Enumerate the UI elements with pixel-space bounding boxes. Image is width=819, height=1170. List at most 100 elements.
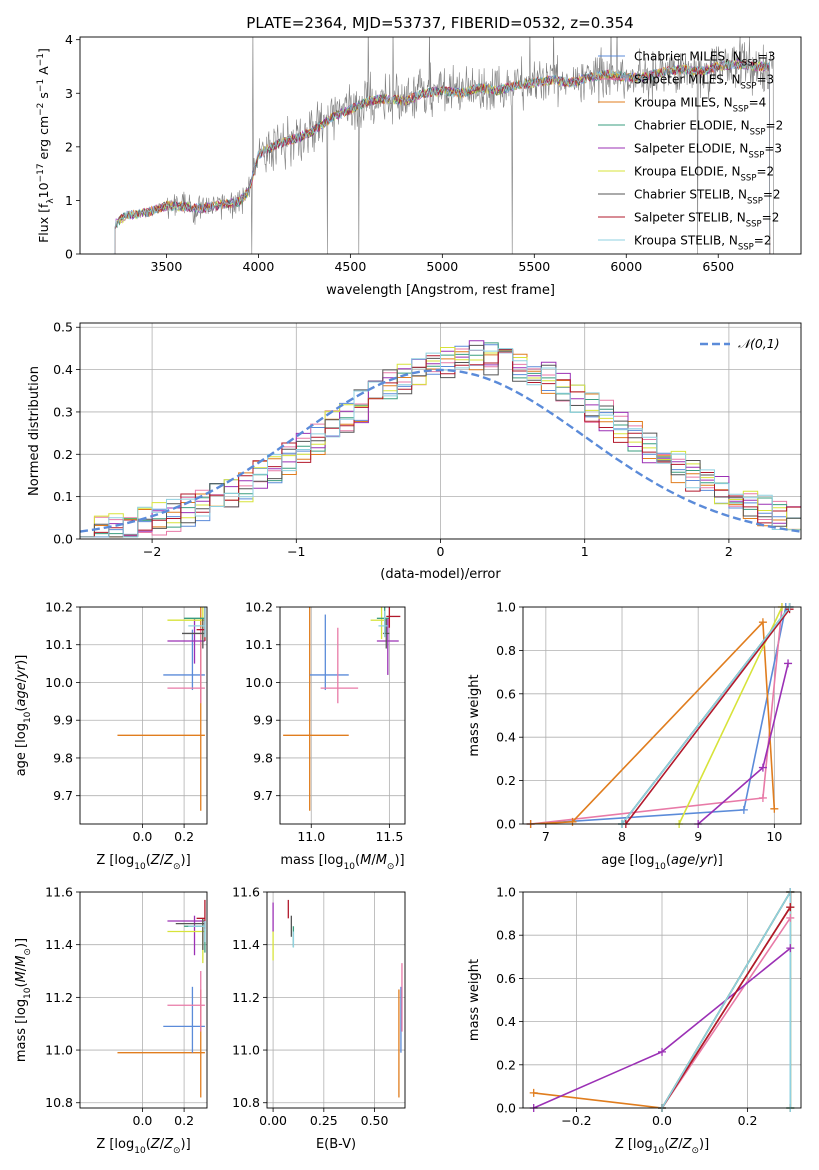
x-tick-label: −0.2 [561,1113,591,1128]
weight-line-kroupa-stelib [661,892,792,1108]
y-tick-label: 10.1 [45,637,73,652]
y-tick-label: 0.4 [496,1014,516,1029]
y-tick-label: 2 [65,139,73,154]
legend-entry-chabrier-miles: Chabrier MILES, NSSP=3 [634,50,775,69]
weight-line-chabrier-miles [530,607,787,824]
y-tick-label: 9.7 [253,788,273,803]
y-tick-label: 0.4 [53,362,73,377]
y-tick-label: 0.5 [53,320,73,335]
y-tick-label: 9.8 [53,750,73,765]
x-tick-label: 11.5 [375,829,403,844]
y-tick-label: 10.2 [45,600,73,615]
legend-entry-kroupa-elodie: Kroupa ELODIE, NSSP=2 [634,165,774,184]
y-tick-label: 11.6 [45,885,73,900]
y-tick-label: 11.6 [232,885,260,900]
y-tick-label: 0 [65,247,73,262]
panel-age-vs-Z: 0.0 0.2 9.7 9.8 9.9 10.0 10.1 10.2 Z [log10(Z/Z⊙… [14,600,208,872]
y-tick-label: 1.0 [496,885,516,900]
x-tick-label: 0.2 [174,1113,194,1128]
errorbar-salpeter-stelib [196,899,206,929]
x-tick-label: 4000 [243,259,275,274]
axis-label: age [log10(age/yr)] [601,853,723,872]
weight-marker-salpeter-elodie [758,763,767,772]
y-tick-label: 0.6 [496,971,516,986]
y-axis-label: mass weight [467,674,482,756]
plot-area [523,607,801,824]
y-axis-label: Flux [fλ10−17 erg cm−2 s−1 A−1] [36,48,56,243]
weight-marker-salpeter-miles [786,913,795,922]
weight-marker-salpeter-miles [758,793,767,802]
x-axis-label: (data-model)/error [380,567,501,582]
legend-entry-chabrier-stelib: Chabrier STELIB, NSSP=2 [634,188,781,207]
x-tick-label: 1 [581,544,589,559]
weight-line-salpeter-stelib [625,608,791,824]
x-tick-label: 6000 [610,259,642,274]
x-tick-label: 3500 [151,259,183,274]
panel-age-vs-mass: 11.0 11.5 9.7 9.8 9.9 10.0 10.1 10.2 mass [log10… [245,600,406,872]
errorbar-kroupa-stelib [188,607,206,638]
panel-mass-vs-ebv: 0.00 0.25 0.50 10.8 11.0 11.2 11.4 11.6 E(B-V) [232,885,406,1152]
x-tick-label: 2 [725,544,733,559]
errorbar-chabrier-miles [163,629,205,691]
axes-frame [79,322,802,540]
y-tick-label: 11.4 [45,937,73,952]
y-tick-label: 10.0 [45,675,73,690]
y-tick-label: 0.8 [496,928,516,943]
panel-spectrum: 3500 4000 4500 5000 5500 6000 6500 0 1 2 3 4 wavelen… [36,32,802,298]
axis-label: mass [log10(M/M⊙)] [14,938,33,1062]
errorbar-chabrier-miles [309,614,349,691]
x-tick-label: 0.50 [361,1113,389,1128]
x-tick-label: 0.2 [174,829,194,844]
axes-frame [279,606,406,825]
axis-label: age [log10(age/yr)] [14,655,33,777]
y-tick-label: 0.0 [53,532,73,547]
y-tick-label: 0.2 [496,773,516,788]
y-tick-label: 11.2 [232,990,260,1005]
y-tick-label: 0.2 [496,1057,516,1072]
x-tick-label: 9 [694,829,702,844]
plot-area [523,892,801,1108]
weight-marker-salpeter-elodie [784,659,793,668]
x-tick-label: 6500 [702,259,734,274]
weight-marker-kroupa-miles [758,618,767,627]
weight-line-kroupa-stelib [621,607,791,824]
y-tick-label: 10.2 [245,600,273,615]
axes-frame [79,36,802,255]
x-tick-label: −1 [287,544,305,559]
y-tick-label: 10.8 [45,1095,73,1110]
plot-area [280,607,405,824]
y-tick-label: 3 [65,86,73,101]
weight-marker-chabrier-miles [739,805,748,814]
x-tick-label: 0 [437,544,445,559]
weight-line-kroupa-miles [530,620,776,824]
y-tick-label: 4 [65,32,73,47]
axes-frame [79,606,208,825]
errorbar-salpeter-stelib [386,607,401,628]
axis-label: Z [log10(Z/Z⊙)] [96,853,190,872]
y-tick-label: 0.6 [496,686,516,701]
x-tick-label: 0.2 [738,1113,758,1128]
errorbar-salpeter-miles [320,627,359,704]
legend-entry-salpeter-elodie: Salpeter ELODIE, NSSP=3 [634,142,782,161]
errorbar-salpeter-elodie [376,618,399,675]
errorbar-chabrier-stelib [182,618,205,649]
errorbar-kroupa-stelib [188,920,206,943]
axes-frame [266,891,406,1109]
model-line-kroupa-stelib [114,59,771,254]
errorbar-kroupa-elodie [167,918,205,964]
weight-marker-salpeter-elodie [658,1047,666,1056]
legend-entry-chabrier-elodie: Chabrier ELODIE, NSSP=2 [634,119,783,138]
errorbar-salpeter-elodie [167,915,205,956]
legend-entry-salpeter-stelib: Salpeter STELIB, NSSP=2 [634,211,779,230]
x-tick-label: 0.25 [310,1113,338,1128]
x-tick-label: 8 [618,829,626,844]
y-axis-label: mass weight [467,959,482,1041]
y-tick-label: 1.0 [496,600,516,615]
x-tick-label: 0.0 [133,829,153,844]
x-tick-label: 0.0 [652,1113,672,1128]
y-tick-label: 11.0 [232,1043,260,1058]
axes-frame [522,891,802,1109]
errorbar-chabrier-miles [163,986,205,1053]
x-axis-label: wavelength [Angstrom, rest frame] [326,283,555,298]
plot-area [80,323,801,539]
